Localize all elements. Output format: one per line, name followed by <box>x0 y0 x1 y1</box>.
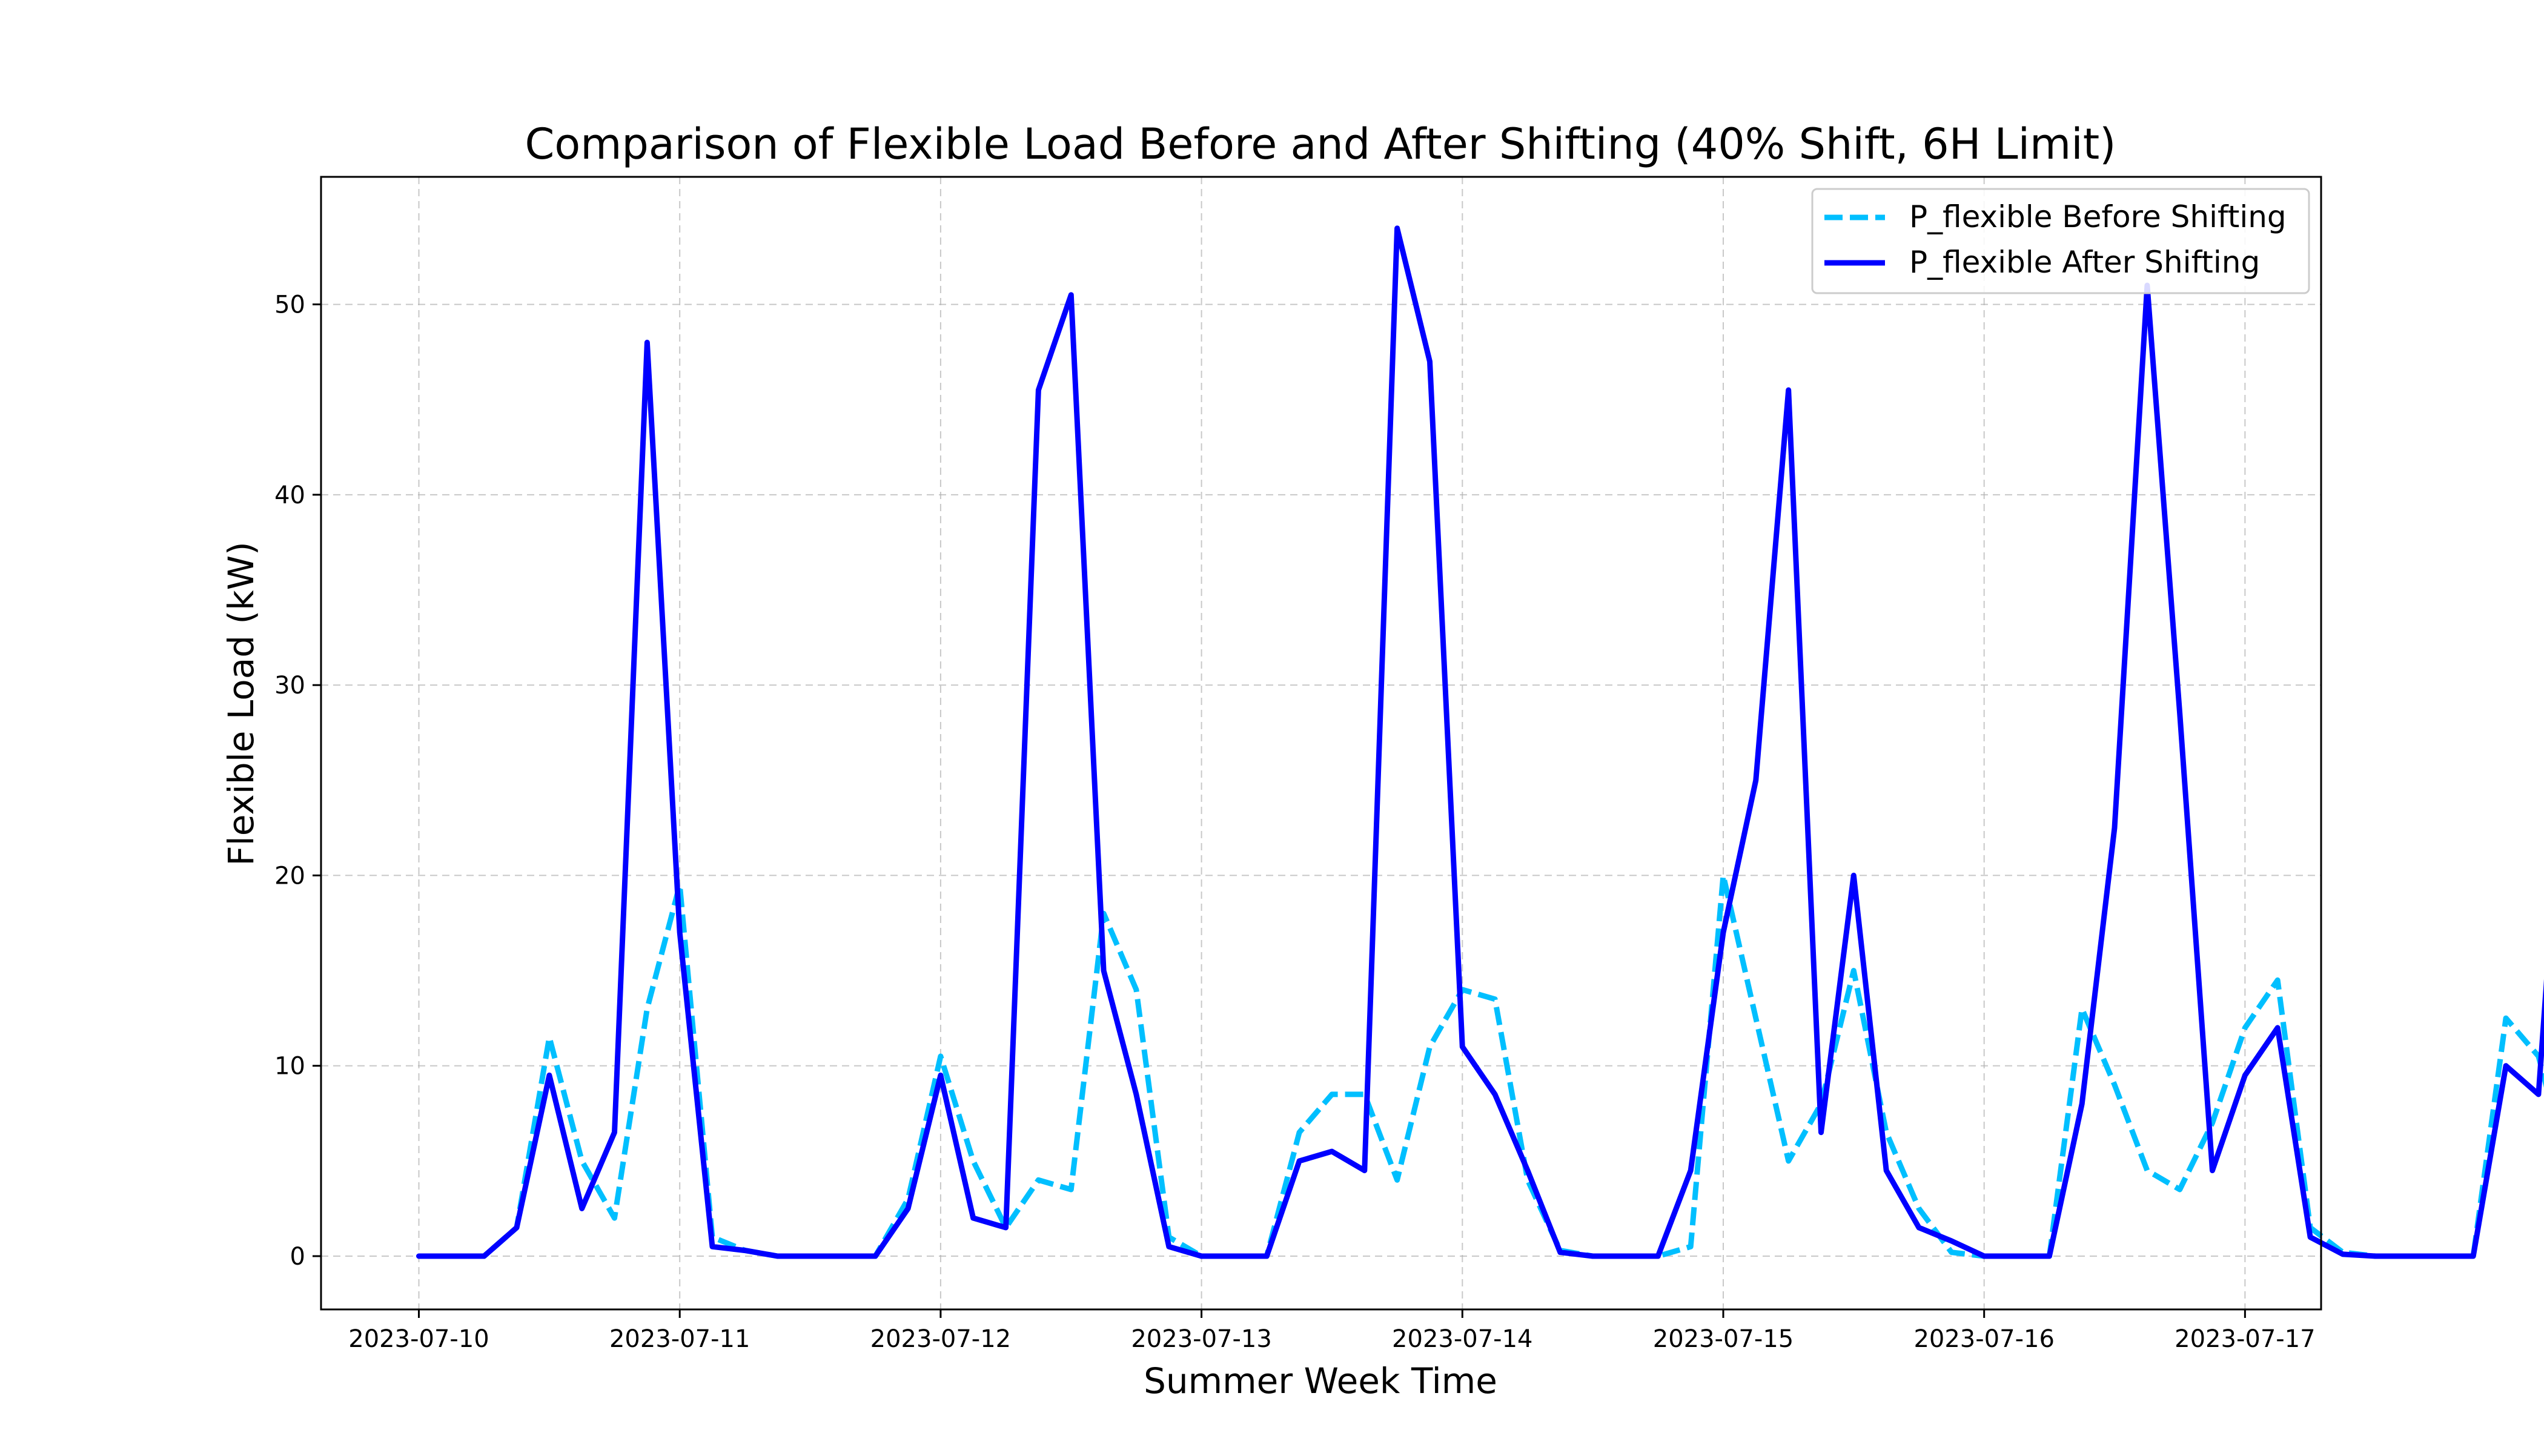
legend-label-before: P_flexible Before Shifting <box>1909 199 2287 234</box>
chart-title: Comparison of Flexible Load Before and A… <box>525 119 2116 169</box>
x-tick-label: 2023-07-15 <box>1653 1325 1794 1353</box>
x-tick-label: 2023-07-12 <box>870 1325 1011 1353</box>
x-axis-label: Summer Week Time <box>1144 1360 1497 1401</box>
y-axis-label: Flexible Load (kW) <box>220 541 262 865</box>
y-tick-label: 40 <box>274 481 305 509</box>
x-tick-label: 2023-07-13 <box>1131 1325 1271 1353</box>
x-tick-label: 2023-07-10 <box>348 1325 489 1353</box>
y-tick-label: 20 <box>274 862 305 890</box>
x-tick-label: 2023-07-16 <box>1913 1325 2054 1353</box>
x-tick-label: 2023-07-14 <box>1392 1325 1532 1353</box>
legend-label-after: P_flexible After Shifting <box>1909 245 2260 280</box>
y-tick-label: 30 <box>274 672 305 700</box>
legend: P_flexible Before Shifting P_flexible Af… <box>1812 189 2309 293</box>
y-tick-label: 10 <box>274 1053 305 1080</box>
y-tick-label: 50 <box>274 291 305 319</box>
x-tick-label: 2023-07-17 <box>2175 1325 2315 1353</box>
x-tick-label: 2023-07-11 <box>609 1325 750 1353</box>
y-tick-label: 0 <box>290 1243 305 1271</box>
